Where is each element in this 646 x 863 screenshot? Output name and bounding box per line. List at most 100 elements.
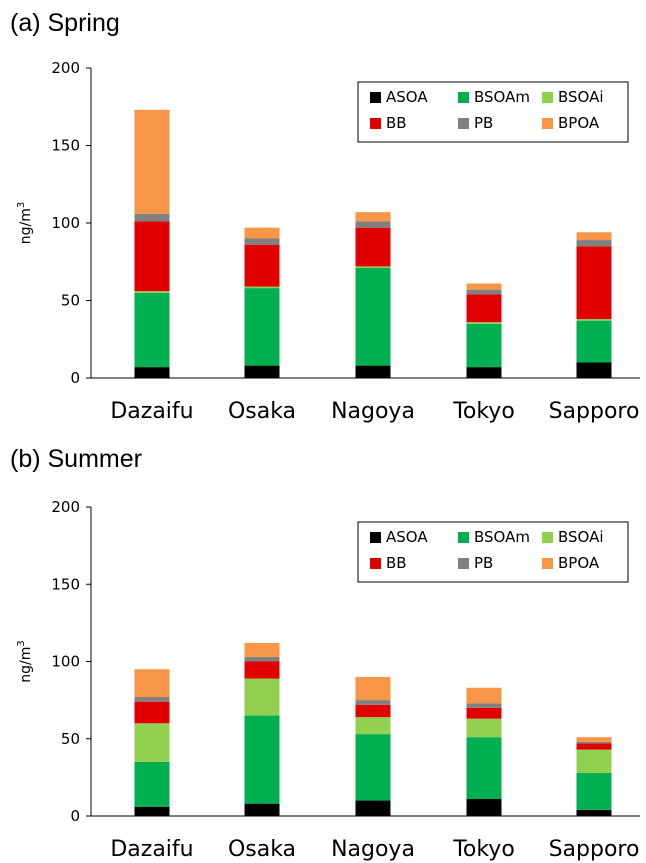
legend-swatch-bb [370, 118, 381, 129]
legend-swatch-bpoa [542, 118, 553, 129]
bar-bsoam-osaka [244, 288, 280, 366]
y-tick-label: 150 [51, 137, 80, 155]
bar-bsoam-tokyo [466, 323, 502, 368]
legend-label-bsoam: BSOAm [474, 88, 530, 106]
bar-bb-osaka [244, 661, 280, 679]
category-label-nagoya: Nagoya [331, 399, 415, 424]
bar-pb-dazaifu [134, 697, 170, 702]
category-label-osaka: Osaka [228, 399, 296, 424]
bar-bb-nagoya [355, 704, 391, 718]
legend-swatch-pb [458, 118, 469, 129]
category-label-tokyo: Tokyo [452, 837, 515, 862]
bar-asoa-dazaifu [134, 367, 170, 378]
bar-pb-sapporo [576, 240, 612, 247]
bar-bsoai-osaka [244, 286, 280, 289]
bar-bb-sapporo [576, 743, 612, 750]
bar-bsoai-sapporo [576, 319, 612, 321]
legend-swatch-asoa [370, 532, 381, 543]
bar-bsoai-tokyo [466, 322, 502, 324]
panel-title-summer: (b) Summer [10, 445, 142, 473]
legend-box [357, 81, 629, 143]
y-axis-label: ng/m3 [16, 640, 34, 683]
bar-asoa-osaka [244, 365, 280, 378]
bar-pb-osaka [244, 656, 280, 662]
bar-bpoa-tokyo [466, 283, 502, 290]
bar-bpoa-dazaifu [134, 669, 170, 698]
y-tick-label: 0 [70, 807, 80, 825]
legend-label-asoa: ASOA [386, 88, 428, 106]
legend-swatch-bpoa [542, 558, 553, 569]
bar-bsoai-dazaifu [134, 291, 170, 293]
legend-swatch-pb [458, 558, 469, 569]
bar-bpoa-nagoya [355, 212, 391, 222]
legend-label-pb: PB [474, 554, 493, 572]
bar-bpoa-dazaifu [134, 109, 170, 214]
category-label-nagoya: Nagoya [331, 837, 415, 862]
legend-label-bb: BB [386, 114, 407, 132]
legend-swatch-bsoai [542, 92, 553, 103]
legend-swatch-asoa [370, 92, 381, 103]
bar-bsoam-tokyo [466, 737, 502, 800]
bar-bpoa-nagoya [355, 676, 391, 701]
legend-label-asoa: ASOA [386, 528, 428, 546]
y-tick-label: 50 [61, 292, 80, 310]
bar-asoa-tokyo [466, 367, 502, 378]
bar-bsoam-osaka [244, 715, 280, 804]
legend-swatch-bsoam [458, 92, 469, 103]
y-tick-label: 0 [70, 369, 80, 387]
bar-pb-nagoya [355, 221, 391, 228]
legend-swatch-bb [370, 558, 381, 569]
legend-label-bsoai: BSOAi [558, 528, 604, 546]
bar-bb-sapporo [576, 246, 612, 320]
bar-bb-nagoya [355, 227, 391, 267]
bar-asoa-sapporo [576, 809, 612, 816]
legend-label-bpoa: BPOA [558, 114, 600, 132]
bar-asoa-nagoya [355, 365, 391, 378]
bar-bsoam-dazaifu [134, 761, 170, 807]
legend-label-bsoai: BSOAi [558, 88, 604, 106]
chart-panel-0: 0 50 100 150 200 ng/m3 Dazaifu Osaka Nagoya Tokyo… [16, 59, 640, 424]
bar-asoa-sapporo [576, 362, 612, 378]
bar-bsoai-dazaifu [134, 723, 170, 762]
bar-bsoam-dazaifu [134, 292, 170, 368]
bar-asoa-nagoya [355, 800, 391, 816]
bar-bsoam-sapporo [576, 772, 612, 810]
chart-panel-1: 0 50 100 150 200 ng/m3 Dazaifu Osaka Nagoya Tokyo… [16, 498, 640, 862]
bar-bpoa-osaka [244, 227, 280, 239]
legend-label-bsoam: BSOAm [474, 528, 530, 546]
bar-bsoai-nagoya [355, 717, 391, 735]
y-tick-label: 50 [61, 730, 80, 748]
bar-pb-nagoya [355, 700, 391, 705]
category-label-sapporo: Sapporo [549, 837, 640, 862]
bar-bsoai-nagoya [355, 266, 391, 268]
bar-asoa-dazaifu [134, 806, 170, 816]
bar-bsoam-sapporo [576, 320, 612, 363]
category-label-osaka: Osaka [228, 837, 296, 862]
legend-swatch-bsoai [542, 532, 553, 543]
y-tick-label: 100 [51, 653, 80, 671]
category-label-tokyo: Tokyo [452, 399, 515, 424]
y-tick-label: 100 [51, 214, 80, 232]
bar-bb-tokyo [466, 707, 502, 719]
bar-bpoa-sapporo [576, 737, 612, 742]
bar-bsoai-osaka [244, 678, 280, 716]
bar-bb-tokyo [466, 294, 502, 323]
legend-swatch-bsoam [458, 532, 469, 543]
legend-box [357, 521, 629, 583]
bar-bsoam-nagoya [355, 267, 391, 366]
bar-bb-dazaifu [134, 221, 170, 292]
panel-title-spring: (a) Spring [10, 9, 120, 37]
y-tick-label: 200 [51, 498, 80, 516]
legend-label-pb: PB [474, 114, 493, 132]
bar-bsoam-nagoya [355, 734, 391, 801]
legend-label-bb: BB [386, 554, 407, 572]
bar-pb-sapporo [576, 741, 612, 744]
bar-pb-osaka [244, 238, 280, 245]
bar-bpoa-tokyo [466, 687, 502, 704]
bar-asoa-osaka [244, 803, 280, 816]
y-tick-label: 200 [51, 59, 80, 77]
y-axis-label: ng/m3 [16, 202, 34, 245]
bar-bb-dazaifu [134, 701, 170, 724]
bar-bpoa-osaka [244, 642, 280, 657]
